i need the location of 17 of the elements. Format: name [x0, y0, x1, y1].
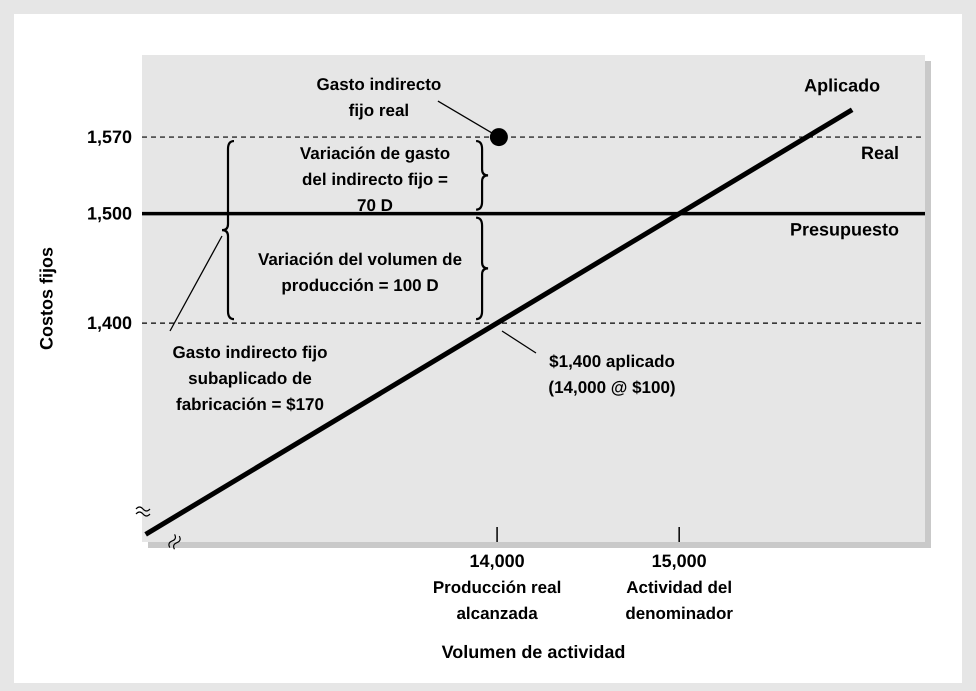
y-tick-label: 1,400	[86, 313, 132, 334]
ref-line-label: Real	[860, 143, 899, 164]
annotation: Variación de gasto del indirecto fijo = 70 D	[298, 143, 452, 217]
x-axis-title: Volumen de actividad	[442, 642, 626, 662]
annotation: $1,400 aplicado (14,000 @ $100)	[547, 351, 677, 399]
text: Producción real alcanzada	[432, 577, 562, 625]
x-tick-label: 14,000	[470, 551, 525, 571]
annotation: Gasto indirecto fijo subaplicado de fabricación = $170	[172, 342, 328, 416]
ref-line-label: Presupuesto	[790, 220, 899, 240]
annotation: Gasto indirecto fijo real	[316, 74, 442, 122]
y-tick-label: 1,570	[86, 127, 132, 148]
x-tick-label: 15,000	[652, 551, 707, 571]
y-axis-title: Costos fijos	[36, 246, 56, 350]
series-label: Aplicado	[804, 76, 880, 96]
annotation: Variación del volumen de producción = 100 D	[258, 249, 462, 297]
y-tick-label: 1,500	[86, 204, 132, 224]
text: Actividad del denominador	[624, 577, 734, 625]
